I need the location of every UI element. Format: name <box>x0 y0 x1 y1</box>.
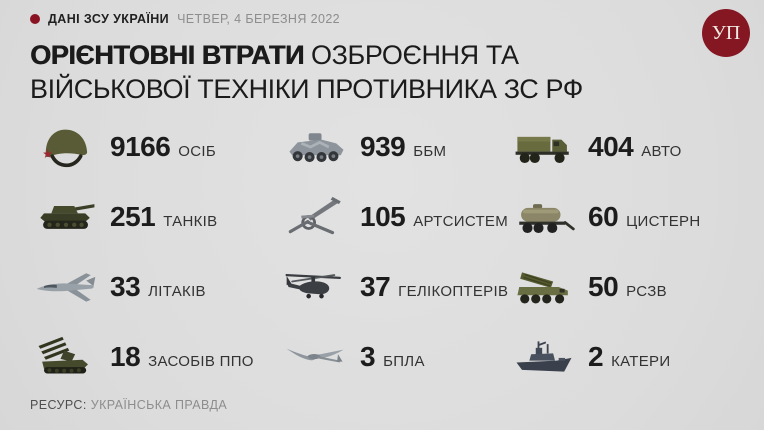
stat-label: ЦИСТЕРН <box>626 213 701 230</box>
tank-icon <box>28 191 104 243</box>
stat-label: РСЗВ <box>626 283 667 300</box>
stat-artillery: 105 АРТСИСТЕМ <box>278 182 509 252</box>
stat-vehicles: 404 АВТО <box>506 112 748 182</box>
stat-air-defense: 18 ЗАСОБІВ ППО <box>28 322 278 392</box>
stat-value: 251 <box>110 201 156 232</box>
stat-value: 2 <box>588 341 604 372</box>
stat-label: БПЛА <box>383 353 425 370</box>
title-heavy: ОРІЄНТОВНІ ВТРАТИ <box>30 40 304 70</box>
stat-tanks: 251 ТАНКІВ <box>28 182 278 252</box>
stat-label: КАТЕРИ <box>611 353 671 370</box>
date-label: ЧЕТВЕР, 4 БЕРЕЗНЯ 2022 <box>177 12 341 26</box>
stat-helicopters: 37 ГЕЛІКОПТЕРІВ <box>278 252 509 322</box>
apc-icon <box>278 121 354 173</box>
stat-value: 37 <box>360 271 391 302</box>
stat-value: 3 <box>360 341 376 372</box>
air-defense-icon <box>28 331 104 383</box>
page-title: ОРІЄНТОВНІ ВТРАТИ ОЗБРОЄННЯ ТА ВІЙСЬКОВО… <box>30 38 650 106</box>
stat-value: 50 <box>588 271 619 302</box>
stat-value: 939 <box>360 131 406 162</box>
red-dot-icon <box>30 14 40 24</box>
stat-personnel: 9166 ОСІБ <box>28 112 278 182</box>
stat-value: 9166 <box>110 131 171 162</box>
footer-prefix: РЕСУРС: <box>30 398 87 412</box>
up-logo-text: УП <box>711 21 741 44</box>
stat-label: ТАНКІВ <box>163 213 218 230</box>
artillery-icon <box>278 191 354 243</box>
stat-aircraft: 33 ЛІТАКІВ <box>28 252 278 322</box>
stat-label: ЗАСОБІВ ППО <box>148 353 254 370</box>
stat-label: ГЕЛІКОПТЕРІВ <box>398 283 509 300</box>
stat-label: АРТСИСТЕМ <box>413 213 509 230</box>
uav-icon <box>278 331 354 383</box>
tanker-icon <box>506 191 582 243</box>
stat-uav: 3 БПЛА <box>278 322 506 392</box>
title-light-2: ВІЙСЬКОВОЇ ТЕХНІКИ ПРОТИВНИКА ЗС РФ <box>30 74 583 104</box>
stat-value: 60 <box>588 201 619 232</box>
stat-label: АВТО <box>641 143 682 160</box>
stat-value: 18 <box>110 341 141 372</box>
stat-mlrs: 50 РСЗВ <box>506 252 748 322</box>
stat-label: ОСІБ <box>178 143 217 160</box>
mlrs-icon <box>506 261 582 313</box>
stats-grid: 9166 ОСІБ 939 ББМ 404 АВТО <box>28 112 748 392</box>
ship-icon <box>506 331 582 383</box>
stat-fuel-tanks: 60 ЦИСТЕРН <box>506 182 748 252</box>
data-source-label: ДАНІ ЗСУ УКРАЇНИ <box>48 12 170 26</box>
header-bar: ДАНІ ЗСУ УКРАЇНИ ЧЕТВЕР, 4 БЕРЕЗНЯ 2022 <box>30 12 684 26</box>
title-light-1: ОЗБРОЄННЯ ТА <box>303 40 519 70</box>
helmet-icon <box>28 121 104 173</box>
footer: РЕСУРС: УКРАЇНСЬКА ПРАВДА <box>30 398 227 412</box>
stat-label: ББМ <box>413 143 447 160</box>
stat-value: 33 <box>110 271 141 302</box>
stat-apc: 939 ББМ <box>278 112 506 182</box>
stat-value: 404 <box>588 131 634 162</box>
stat-value: 105 <box>360 201 406 232</box>
helicopter-icon <box>278 261 354 313</box>
jet-icon <box>28 261 104 313</box>
up-logo: УП <box>702 9 750 57</box>
stat-label: ЛІТАКІВ <box>148 283 206 300</box>
truck-icon <box>506 121 582 173</box>
stat-boats: 2 КАТЕРИ <box>506 322 748 392</box>
footer-source: УКРАЇНСЬКА ПРАВДА <box>90 398 228 412</box>
